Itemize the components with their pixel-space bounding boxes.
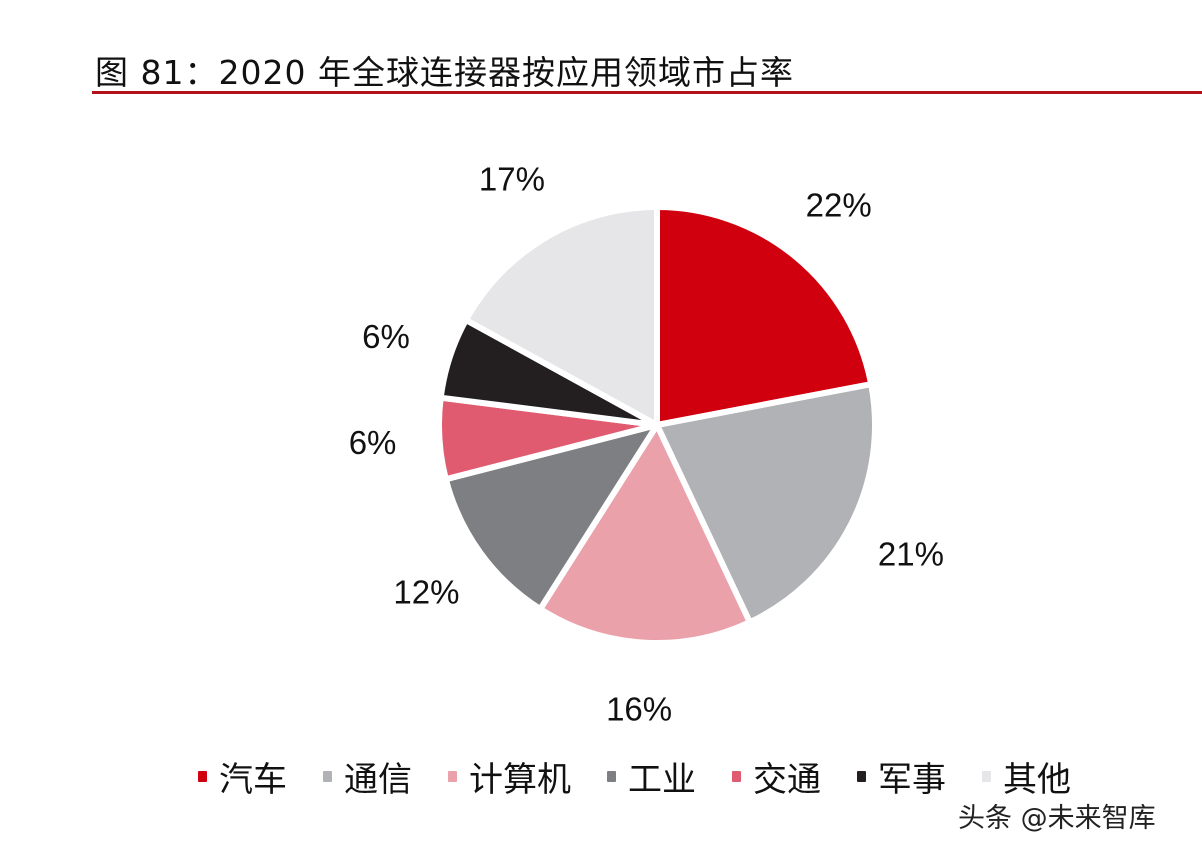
legend-label: 交通	[753, 760, 821, 800]
pie-slice-4	[442, 422, 660, 613]
legend-swatch	[732, 771, 741, 782]
legend-item: 计算机	[448, 752, 571, 801]
legend-swatch	[857, 771, 866, 782]
legend-swatch	[982, 771, 991, 782]
legend-item: 交通	[732, 752, 821, 801]
legend-label: 工业	[628, 760, 696, 800]
slice-label: 6%	[362, 318, 410, 355]
legend-item: 通信	[323, 752, 412, 801]
legend-swatch	[448, 771, 457, 782]
slice-label: 17%	[479, 161, 545, 198]
watermark: 头条 @未来智库	[958, 803, 1156, 834]
legend-label: 通信	[344, 760, 412, 800]
legend-item: 军事	[857, 752, 946, 801]
title-divider	[92, 91, 1202, 94]
slice-label: 21%	[878, 535, 944, 572]
legend-label: 其他	[1003, 760, 1071, 800]
legend-label: 汽车	[219, 760, 287, 800]
legend: 汽车 通信 计算机 工业 交通 军事 其他	[198, 752, 1107, 801]
legend-swatch	[607, 771, 616, 782]
slice-label: 22%	[806, 186, 872, 223]
pie-slice-3	[537, 422, 753, 646]
slice-label: 16%	[606, 690, 672, 727]
slice-label: 12%	[393, 574, 459, 611]
legend-label: 计算机	[469, 760, 571, 800]
legend-label: 军事	[878, 760, 946, 800]
chart-title: 图 81：2020 年全球连接器按应用领域市占率	[95, 53, 794, 92]
legend-item: 汽车	[198, 752, 287, 801]
legend-swatch	[323, 771, 332, 782]
legend-swatch	[198, 771, 207, 782]
pie-slice-2	[654, 381, 878, 626]
pie-slice-7	[462, 204, 660, 428]
legend-item: 其他	[982, 752, 1071, 801]
legend-item: 工业	[607, 752, 696, 801]
slice-label: 6%	[349, 424, 397, 461]
pie-slice-1	[654, 204, 875, 428]
